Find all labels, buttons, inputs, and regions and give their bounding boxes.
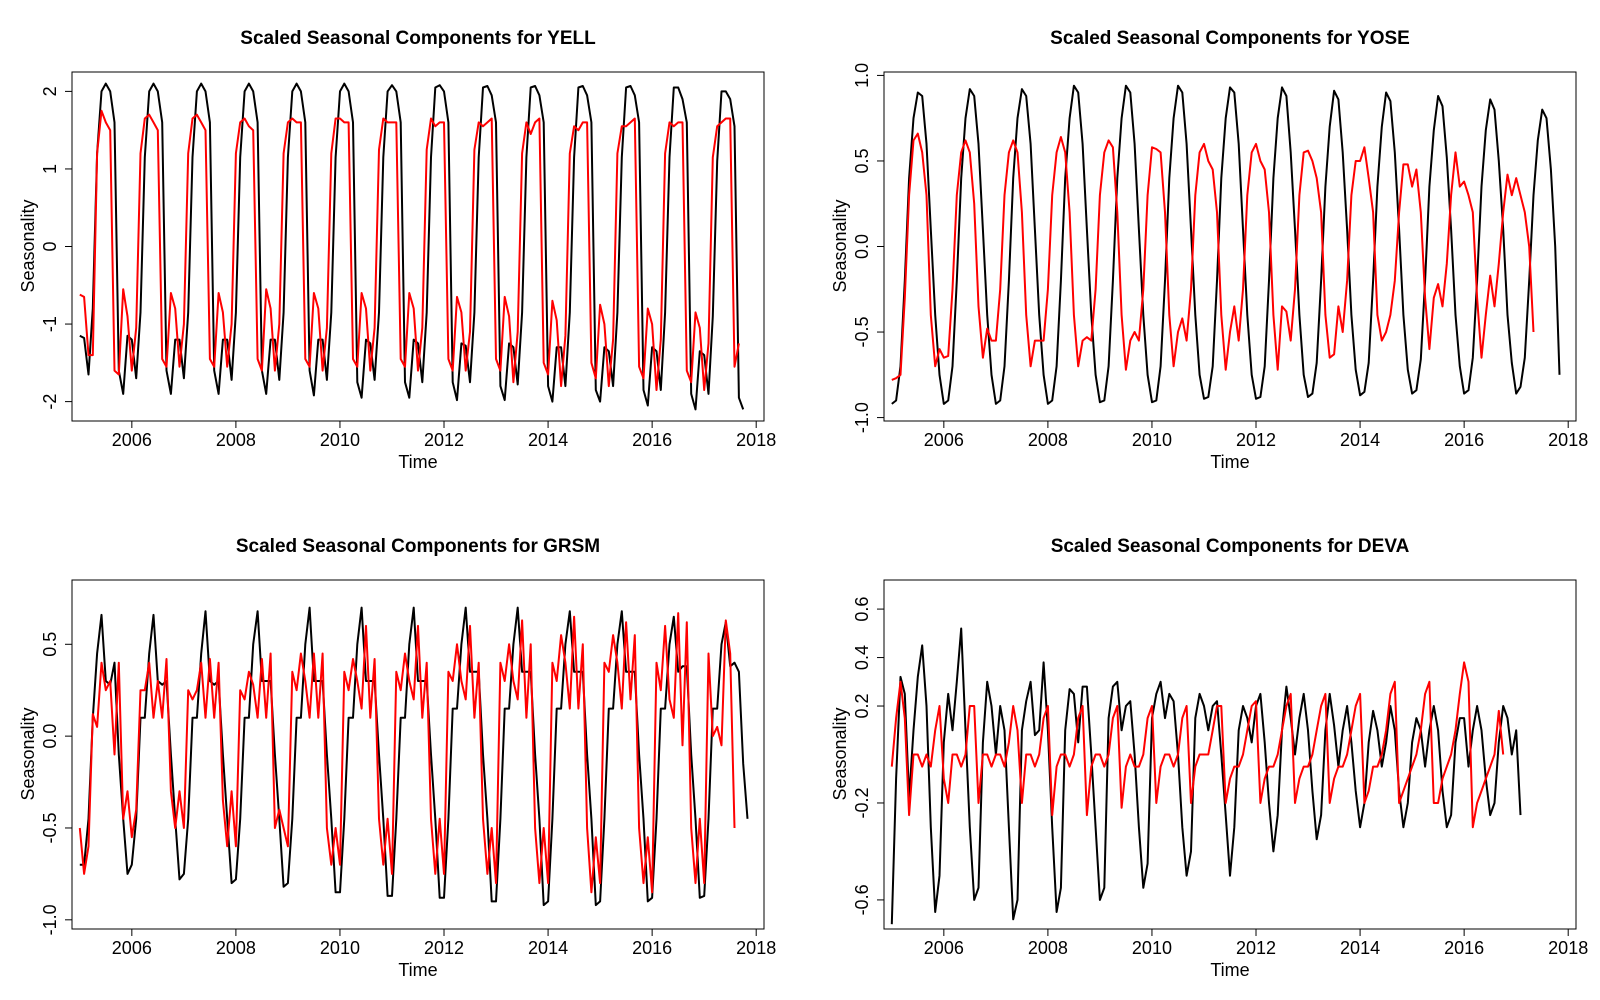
y-tick-label: 0.0 [852,234,872,259]
chart-title: Scaled Seasonal Components for DEVA [1051,536,1410,557]
y-tick-label: 1 [40,164,60,174]
x-tick-label: 2016 [1444,430,1484,450]
y-tick-label: -1 [40,316,60,332]
y-tick-label: -0.2 [852,787,872,818]
x-tick-label: 2018 [1548,938,1588,958]
x-tick-label: 2016 [632,938,672,958]
x-axis-label: Time [398,960,437,980]
x-tick-label: 2014 [528,430,568,450]
y-tick-label: -2 [40,394,60,410]
x-tick-label: 2018 [736,430,776,450]
x-tick-label: 2008 [1028,938,1068,958]
x-tick-label: 2010 [320,938,360,958]
x-tick-label: 2006 [924,430,964,450]
y-tick-label: 0 [40,241,60,251]
x-tick-label: 2016 [632,430,672,450]
series-line-black [890,627,1522,925]
x-tick-label: 2010 [320,430,360,450]
x-tick-label: 2008 [216,938,256,958]
series-line-red [78,612,736,894]
chart-title: Scaled Seasonal Components for YELL [240,28,596,49]
series-line-red [890,661,1505,829]
x-tick-label: 2012 [1236,430,1276,450]
panel-yell: Scaled Seasonal Components for YELL Time… [18,28,776,472]
y-axis-label: Seasonality [830,707,850,800]
x-tick-label: 2006 [112,938,152,958]
panel-grsm: Scaled Seasonal Components for GRSM Time… [18,536,776,980]
y-tick-label: 0.6 [852,597,872,622]
x-axis-label: Time [1210,960,1249,980]
series-line-red [79,109,740,391]
x-tick-label: 2006 [112,430,152,450]
x-tick-label: 2012 [424,430,464,450]
chart-title: Scaled Seasonal Components for GRSM [236,536,600,557]
x-axis-label: Time [1210,452,1249,472]
x-tick-label: 2018 [736,938,776,958]
x-tick-label: 2006 [924,938,964,958]
y-axis-label: Seasonality [18,707,38,800]
x-tick-label: 2010 [1132,430,1172,450]
chart-title: Scaled Seasonal Components for YOSE [1050,28,1410,49]
y-tick-label: -0.5 [40,812,60,843]
x-tick-label: 2008 [216,430,256,450]
y-tick-label: -0.5 [852,317,872,348]
y-tick-label: 0.5 [852,148,872,173]
x-axis-label: Time [398,452,437,472]
y-tick-label: -0.6 [852,884,872,915]
y-axis-label: Seasonality [830,199,850,292]
series-line-black [79,82,745,411]
x-tick-label: 2014 [528,938,568,958]
y-tick-label: 0.0 [40,724,60,749]
y-axis-label: Seasonality [18,199,38,292]
x-tick-label: 2012 [1236,938,1276,958]
y-tick-label: 1.0 [852,63,872,88]
x-tick-label: 2012 [424,938,464,958]
panel-deva: Scaled Seasonal Components for DEVA Time… [830,536,1588,980]
x-tick-label: 2014 [1340,430,1380,450]
y-tick-label: -1.0 [852,402,872,433]
y-tick-label: 2 [40,86,60,96]
x-tick-label: 2008 [1028,430,1068,450]
x-tick-label: 2010 [1132,938,1172,958]
x-tick-label: 2014 [1340,938,1380,958]
panel-yose: Scaled Seasonal Components for YOSE Time… [830,28,1588,472]
y-tick-label: 0.5 [40,632,60,657]
series-line-red [891,132,1535,381]
y-tick-label: -1.0 [40,904,60,935]
series-line-black [891,84,1561,405]
y-tick-label: 0.4 [852,645,872,670]
x-tick-label: 2016 [1444,938,1484,958]
x-tick-label: 2018 [1548,430,1588,450]
y-tick-label: 0.2 [852,694,872,719]
